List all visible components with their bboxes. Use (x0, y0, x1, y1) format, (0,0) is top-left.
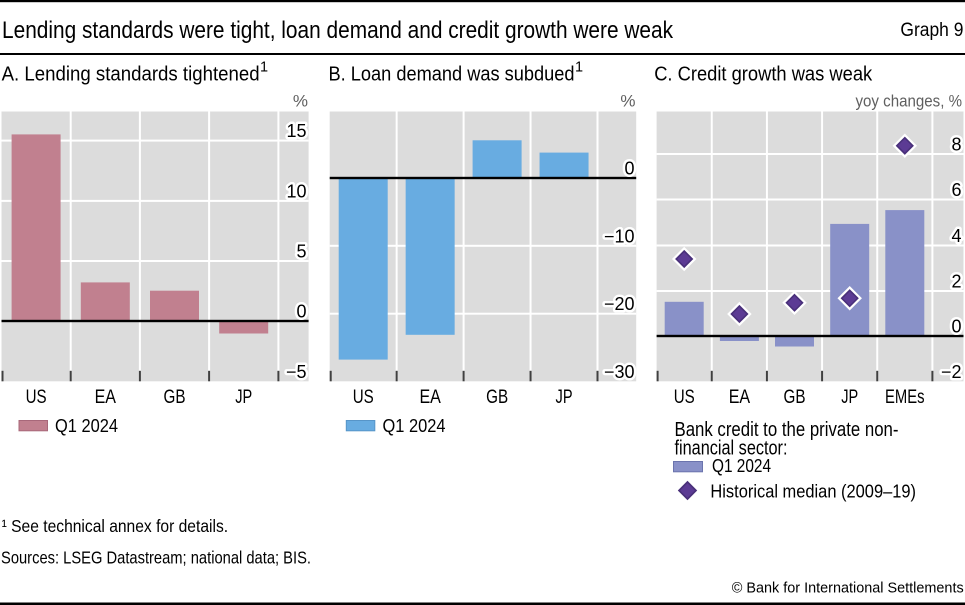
svg-text:B. Loan demand was subdued: B. Loan demand was subdued (329, 63, 575, 85)
svg-text:US: US (353, 387, 374, 408)
svg-text:%: % (293, 92, 308, 111)
svg-text:5: 5 (296, 242, 306, 262)
svg-text:GB: GB (784, 387, 806, 408)
svg-text:%: % (620, 92, 635, 111)
svg-text:yoy changes, %: yoy changes, % (856, 92, 963, 111)
svg-text:Q1 2024: Q1 2024 (712, 455, 771, 476)
svg-text:US: US (674, 387, 695, 408)
svg-text:1: 1 (260, 60, 268, 76)
svg-text:A. Lending standards tightened: A. Lending standards tightened (2, 63, 260, 85)
svg-text:0: 0 (951, 317, 961, 337)
svg-text:Bank credit to the private non: Bank credit to the private non- (675, 419, 899, 441)
svg-text:Q1 2024: Q1 2024 (55, 415, 118, 436)
svg-text:4: 4 (951, 226, 961, 246)
svg-text:−5: −5 (286, 362, 307, 382)
svg-text:−10: −10 (604, 226, 635, 246)
svg-text:EA: EA (729, 387, 751, 408)
svg-text:Historical median (2009–19): Historical median (2009–19) (710, 481, 916, 502)
svg-text:2: 2 (951, 272, 961, 292)
svg-text:US: US (26, 387, 47, 408)
svg-text:GB: GB (486, 387, 508, 408)
svg-text:−2: −2 (941, 362, 962, 382)
svg-text:EMEs: EMEs (885, 387, 925, 408)
svg-text:0: 0 (296, 302, 306, 322)
svg-text:Sources: LSEG Datastream; nati: Sources: LSEG Datastream; national data;… (1, 548, 311, 568)
svg-text:C. Credit growth was weak: C. Credit growth was weak (654, 63, 873, 85)
svg-text:1: 1 (575, 60, 583, 76)
svg-text:JP: JP (841, 387, 858, 408)
svg-text:6: 6 (951, 180, 961, 200)
svg-text:GB: GB (164, 387, 186, 408)
svg-text:8: 8 (951, 135, 961, 155)
svg-text:10: 10 (286, 181, 306, 201)
svg-text:Q1 2024: Q1 2024 (383, 415, 446, 436)
svg-text:EA: EA (95, 387, 117, 408)
svg-text:−20: −20 (604, 294, 635, 314)
svg-text:¹ See technical annex for det: ¹ See technical annex for details. (2, 516, 229, 536)
svg-text:JP: JP (556, 387, 573, 408)
svg-text:0: 0 (624, 159, 634, 179)
svg-text:Graph 9: Graph 9 (900, 20, 963, 41)
svg-text:−30: −30 (604, 362, 635, 382)
svg-text:© Bank for International Settl: © Bank for International Settlements (732, 580, 964, 597)
svg-text:EA: EA (419, 387, 441, 408)
svg-text:15: 15 (286, 121, 306, 141)
svg-text:JP: JP (235, 387, 252, 408)
svg-text:financial sector:: financial sector: (675, 438, 788, 460)
svg-text:Lending standards were tight,: Lending standards were tight, loan deman… (2, 17, 674, 44)
